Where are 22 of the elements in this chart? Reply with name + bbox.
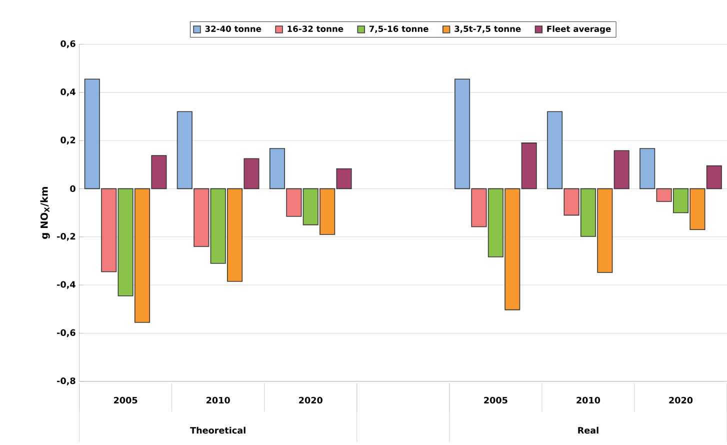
legend-label: 16-32 tonne [288, 26, 344, 32]
legend-label: 32-40 tonne [205, 26, 262, 32]
x-tick-label: 2010 [206, 396, 230, 404]
x-tick-label: 2020 [299, 396, 322, 404]
y-tick-label: -0,4 [57, 281, 76, 289]
x-tick-label: 2010 [576, 396, 600, 404]
y-tick-label: 0 [70, 185, 76, 192]
text: Theoretical [190, 426, 246, 434]
y-tick-label: -0,6 [57, 329, 76, 337]
y-tick-label: -0,2 [57, 232, 76, 241]
x-tick-label: 2005 [484, 396, 508, 404]
y-axis-title: g NO$_{X}$/km [40, 186, 50, 239]
y-tick-label: 0,2 [60, 136, 76, 144]
legend-label: 3,5t-7,5 tonne [454, 26, 521, 33]
x-tick-label: 2020 [669, 396, 693, 404]
x-tick-label: 2005 [114, 396, 138, 404]
y-tick-label: 0,4 [60, 88, 76, 96]
y-tick-label: 0,6 [60, 40, 76, 48]
text: Real [578, 426, 598, 434]
legend-label: 7,5-16 tonne [369, 26, 428, 33]
legend-label: Fleet average [547, 25, 611, 34]
y-tick-label: -0,8 [57, 377, 76, 386]
